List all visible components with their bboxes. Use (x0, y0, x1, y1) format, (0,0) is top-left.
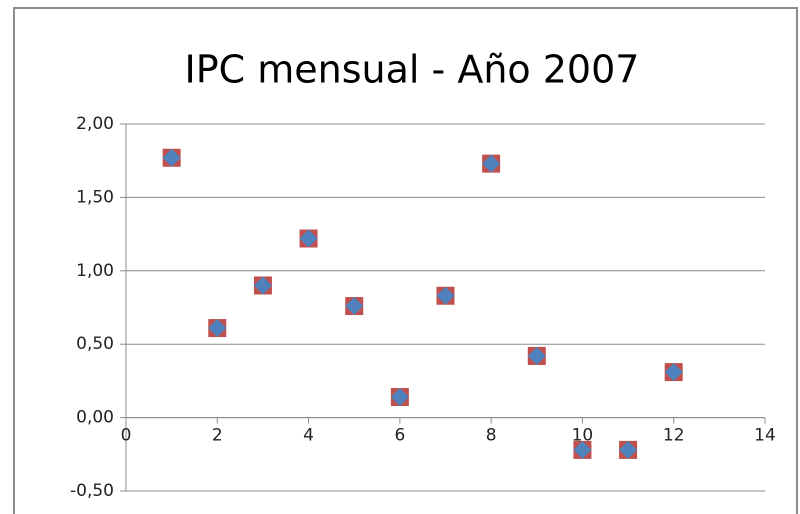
chart-frame (13, 7, 798, 514)
point (619, 440, 638, 459)
y-tick-label: 2,00 (76, 114, 114, 134)
point (573, 440, 592, 459)
point (162, 148, 181, 167)
x-tick-label: 8 (486, 426, 497, 446)
x-tick-label: 0 (121, 426, 132, 446)
x-tick-label: 2 (212, 426, 223, 446)
chart-title: IPC mensual - Año 2007 (185, 48, 640, 92)
point (208, 319, 227, 338)
x-tick-label: 6 (394, 426, 405, 446)
x-tick-label: 14 (754, 426, 776, 446)
x-tick-label: 10 (572, 426, 594, 446)
y-tick-label: 1,50 (76, 187, 114, 207)
x-tick-label: 4 (303, 426, 314, 446)
point (482, 154, 501, 173)
x-tick-label: 12 (663, 426, 685, 446)
point (436, 286, 455, 305)
y-tick-label: 0,50 (76, 334, 114, 354)
y-tick-label: 0,00 (76, 408, 114, 428)
y-tick-label: 1,00 (76, 261, 114, 281)
point (345, 297, 364, 316)
point (664, 363, 683, 382)
point (253, 276, 272, 295)
y-tick-label: -0,50 (70, 481, 114, 501)
point (390, 388, 409, 407)
point (527, 346, 546, 365)
point (299, 229, 318, 248)
